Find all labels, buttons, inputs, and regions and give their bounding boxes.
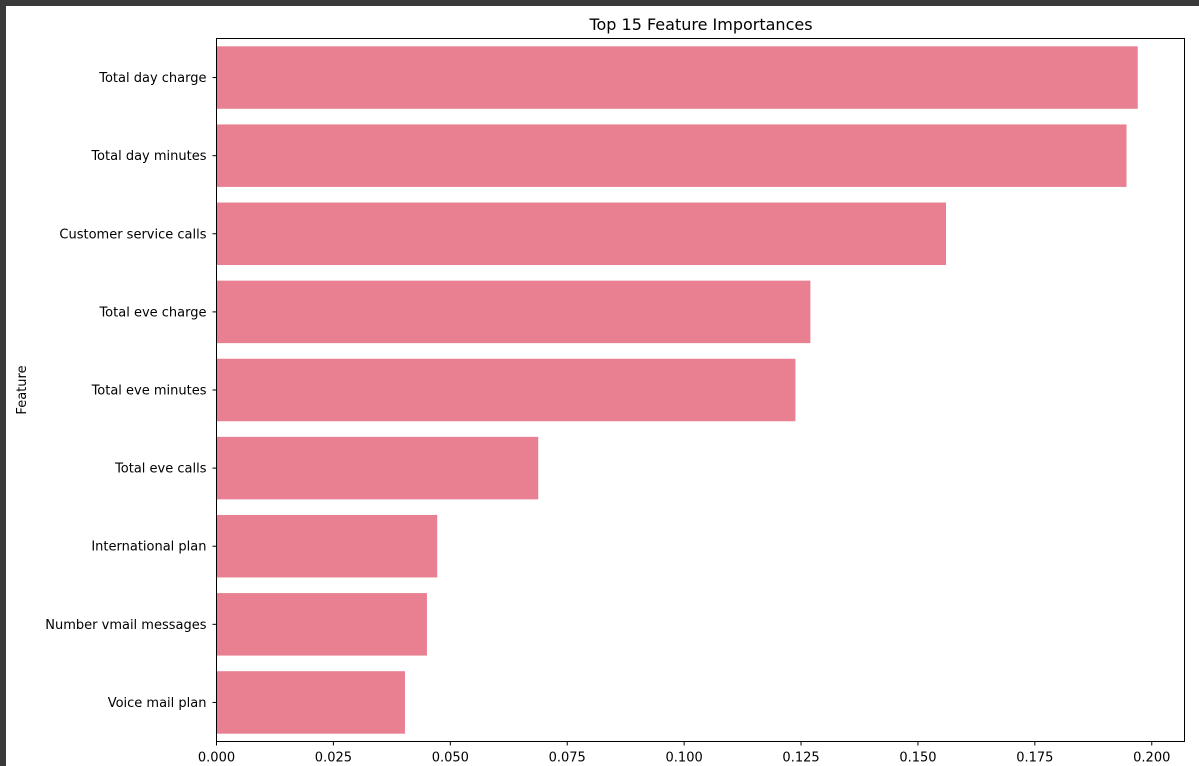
y-tick-label: International plan — [91, 540, 206, 555]
y-tick-label: Total eve minutes — [91, 384, 207, 399]
bar-total-eve-minutes — [216, 358, 796, 422]
y-tick-label: Voice mail plan — [108, 696, 207, 711]
x-tick-label: 0.000 — [198, 751, 235, 766]
bar-international-plan — [216, 514, 438, 578]
bar-number-vmail-messages — [216, 593, 427, 656]
y-tick-label: Total eve charge — [98, 305, 206, 320]
bars-layer — [216, 46, 1138, 734]
feature-importance-chart: Top 15 Feature Importances Total day cha… — [15, 15, 1185, 766]
bar-voice-mail-plan — [216, 671, 405, 734]
bar-total-eve-charge — [216, 280, 811, 344]
x-tick-label: 0.025 — [315, 751, 352, 766]
bar-total-day-minutes — [216, 124, 1127, 187]
x-tick-label: 0.050 — [432, 751, 469, 766]
plot-frame — [216, 38, 1185, 742]
y-tick-label: Total day charge — [98, 71, 206, 86]
x-tick-labels: 0.000 0.025 0.050 0.075 0.100 0.125 0.150 0.175… — [198, 741, 1170, 766]
x-tick-label: 0.100 — [666, 751, 703, 766]
x-tick-label: 0.175 — [1016, 751, 1053, 766]
y-tick-label: Customer service calls — [59, 227, 206, 242]
bar-total-eve-calls — [216, 436, 539, 500]
bar-total-day-charge — [216, 46, 1138, 109]
bar-customer-service-calls — [216, 202, 947, 266]
y-axis-label: Feature — [15, 365, 30, 414]
y-tick-label: Number vmail messages — [45, 618, 206, 633]
x-tick-label: 0.200 — [1133, 751, 1170, 766]
y-tick-label: Total eve calls — [114, 462, 207, 477]
figure-window: Top 15 Feature Importances Total day cha… — [6, 6, 1199, 766]
x-tick-label: 0.075 — [549, 751, 586, 766]
y-tick-label: Total day minutes — [90, 149, 206, 164]
chart-title: Top 15 Feature Importances — [588, 15, 812, 34]
x-tick-label: 0.125 — [782, 751, 819, 766]
y-tick-labels: Total day charge Total day minutes Custome… — [45, 71, 217, 711]
x-tick-label: 0.150 — [899, 751, 936, 766]
